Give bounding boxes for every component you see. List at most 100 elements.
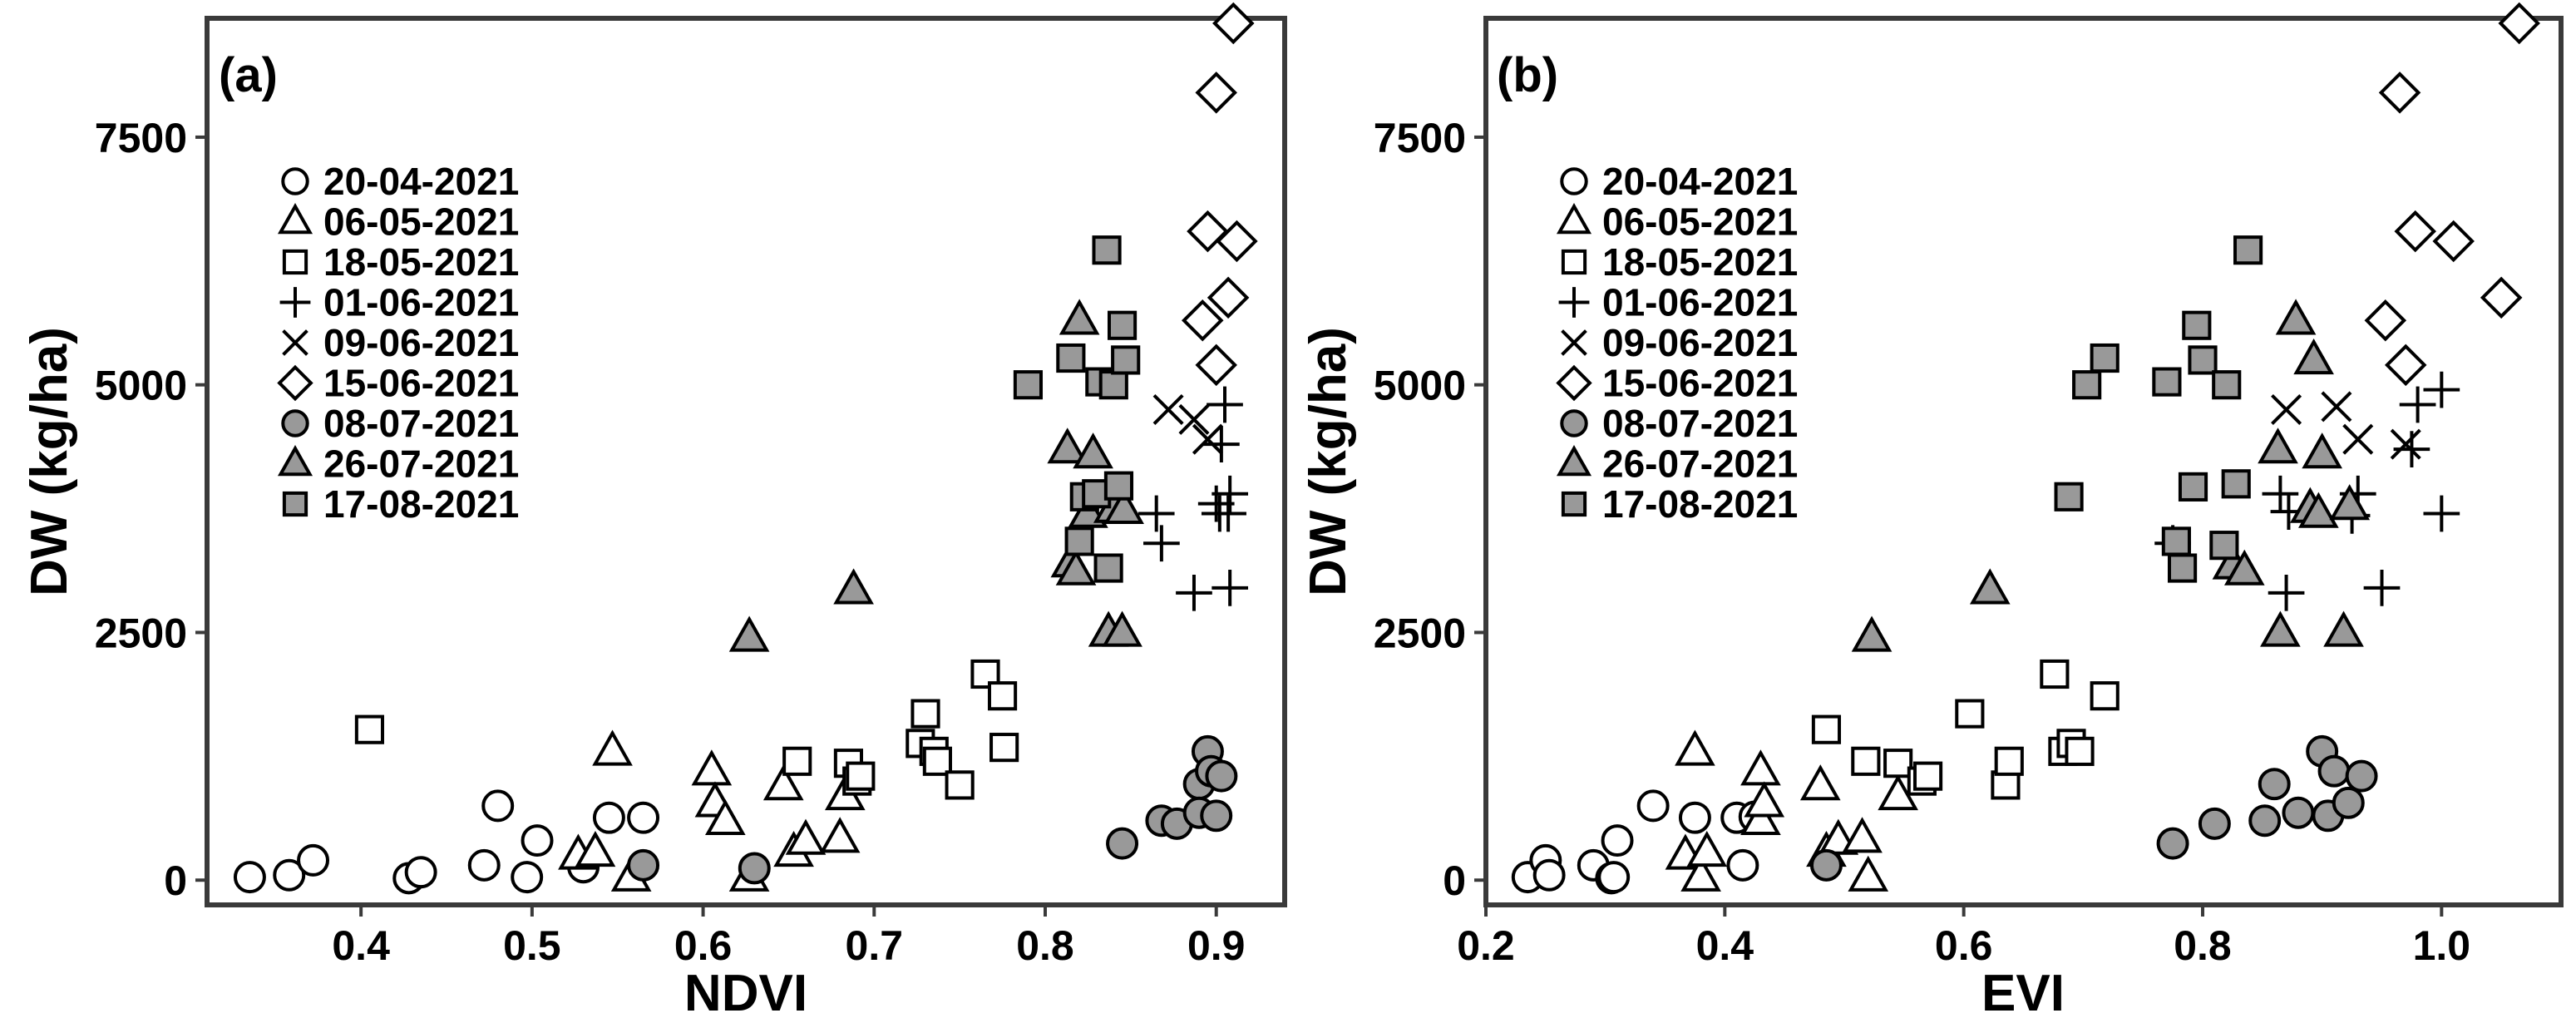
data-point xyxy=(627,848,660,882)
data-point xyxy=(1601,824,1634,857)
legend-marker xyxy=(279,287,311,318)
y-tick-label: 0 xyxy=(1443,857,1466,904)
ticks: 0.2 0.4 0.6 0.8 1.0 0 2500 5000 7500 xyxy=(1374,115,2470,969)
data-point xyxy=(1059,299,1100,335)
legend-marker xyxy=(1561,329,1587,356)
legend: 20-04-202106-05-202118-05-202101-06-2021… xyxy=(277,160,519,526)
data-point xyxy=(1137,495,1175,532)
legend-marker xyxy=(1556,203,1592,235)
legend-label: 06-05-2021 xyxy=(1602,200,1798,244)
data-point xyxy=(782,746,812,776)
data-point xyxy=(2182,310,2212,340)
x-tick-label: 0.4 xyxy=(332,922,390,969)
data-point xyxy=(1636,789,1670,823)
data-point xyxy=(592,729,633,766)
legend-marker xyxy=(282,329,308,356)
x-tick-label: 0.8 xyxy=(2174,922,2232,969)
legend-label: 06-05-2021 xyxy=(323,200,519,244)
y-tick-label: 0 xyxy=(164,857,187,904)
legend-marker xyxy=(277,445,313,477)
data-point xyxy=(785,818,827,855)
legend-label: 20-04-2021 xyxy=(323,160,519,203)
data-point xyxy=(1056,343,1086,373)
data-point xyxy=(2321,391,2352,423)
data-point xyxy=(922,746,952,776)
panel-label: (a) xyxy=(219,48,278,102)
data-point xyxy=(1744,781,1785,818)
data-point xyxy=(1200,799,1233,833)
legend-marker xyxy=(1561,491,1587,517)
data-point xyxy=(2432,220,2475,263)
legend-label: 08-07-2021 xyxy=(323,402,519,445)
data-point xyxy=(762,764,804,801)
data-point xyxy=(2282,796,2315,829)
data-point xyxy=(1809,848,1843,882)
data-point xyxy=(1597,861,1631,894)
data-point xyxy=(1799,764,1841,801)
data-point xyxy=(2258,427,2298,464)
data-point xyxy=(2212,370,2242,400)
data-point xyxy=(833,568,874,605)
data-point xyxy=(1969,568,2011,605)
data-point xyxy=(2364,299,2407,342)
data-point xyxy=(2332,786,2365,819)
data-point xyxy=(1955,699,1985,729)
plot-frame xyxy=(1483,16,2564,907)
panel-b-evi: (b) 0.2 0.4 0.6 0.8 1.0 0 2500 5000 7500 20-04-2… xyxy=(1300,2,2564,1022)
data-point xyxy=(738,852,771,885)
data-point xyxy=(1195,72,1237,114)
legend-marker xyxy=(1556,364,1592,402)
data-point xyxy=(691,749,733,786)
y-tick-label: 2500 xyxy=(95,610,187,656)
legend-label: 08-07-2021 xyxy=(1602,402,1798,445)
data-point xyxy=(1055,549,1097,586)
data-point xyxy=(1182,299,1224,342)
data-point xyxy=(1064,526,1094,556)
legend-label: 01-06-2021 xyxy=(1602,281,1798,324)
data-point xyxy=(2317,754,2351,788)
legend-label: 09-06-2021 xyxy=(323,321,519,364)
data-point xyxy=(2258,768,2291,801)
panel-label: (b) xyxy=(1497,48,1558,102)
data-point xyxy=(1811,714,1842,744)
x-tick-label: 0.6 xyxy=(674,922,733,969)
legend-marker xyxy=(281,409,309,437)
data-point xyxy=(2271,393,2302,425)
data-point xyxy=(1092,235,1122,265)
ticks: 0.4 0.5 0.6 0.7 0.8 0.9 0 2500 5000 7500 xyxy=(95,115,1246,969)
legend-marker xyxy=(1556,445,1592,477)
legend-marker xyxy=(277,364,313,402)
y-tick-label: 2500 xyxy=(1374,610,1466,656)
data-point xyxy=(1726,848,1759,882)
data-point xyxy=(728,615,770,652)
data-point xyxy=(1143,525,1180,562)
data-point xyxy=(2480,276,2523,319)
x-axis-title: EVI xyxy=(1981,965,2065,1022)
data-point xyxy=(1111,345,1141,375)
legend-marker xyxy=(1558,287,1590,318)
data-point xyxy=(1152,393,1184,425)
legend: 20-04-202106-05-202118-05-202101-06-2021… xyxy=(1556,160,1798,526)
data-point xyxy=(1203,426,1240,463)
data-point xyxy=(2390,428,2421,460)
data-point xyxy=(2342,423,2374,455)
data-point xyxy=(2248,804,2282,838)
data-point xyxy=(1680,855,1721,892)
x-tick-label: 0.9 xyxy=(1187,922,1246,969)
data-point xyxy=(1686,830,1728,867)
data-point xyxy=(2302,432,2342,469)
data-point xyxy=(1878,774,1918,811)
legend-label: 26-07-2021 xyxy=(1602,442,1798,486)
data-point xyxy=(1093,553,1123,583)
data-point xyxy=(1107,310,1137,340)
data-point xyxy=(2329,484,2371,521)
data-point xyxy=(1212,2,1255,45)
legend-marker xyxy=(277,203,313,235)
data-point xyxy=(2268,574,2305,611)
plot-frame xyxy=(205,16,1287,907)
y-axis-title: DW (kg/ha) xyxy=(21,327,78,596)
x-tick-label: 1.0 xyxy=(2413,922,2471,969)
data-point xyxy=(2188,345,2218,375)
data-point xyxy=(846,761,876,791)
data-point xyxy=(2090,343,2120,373)
